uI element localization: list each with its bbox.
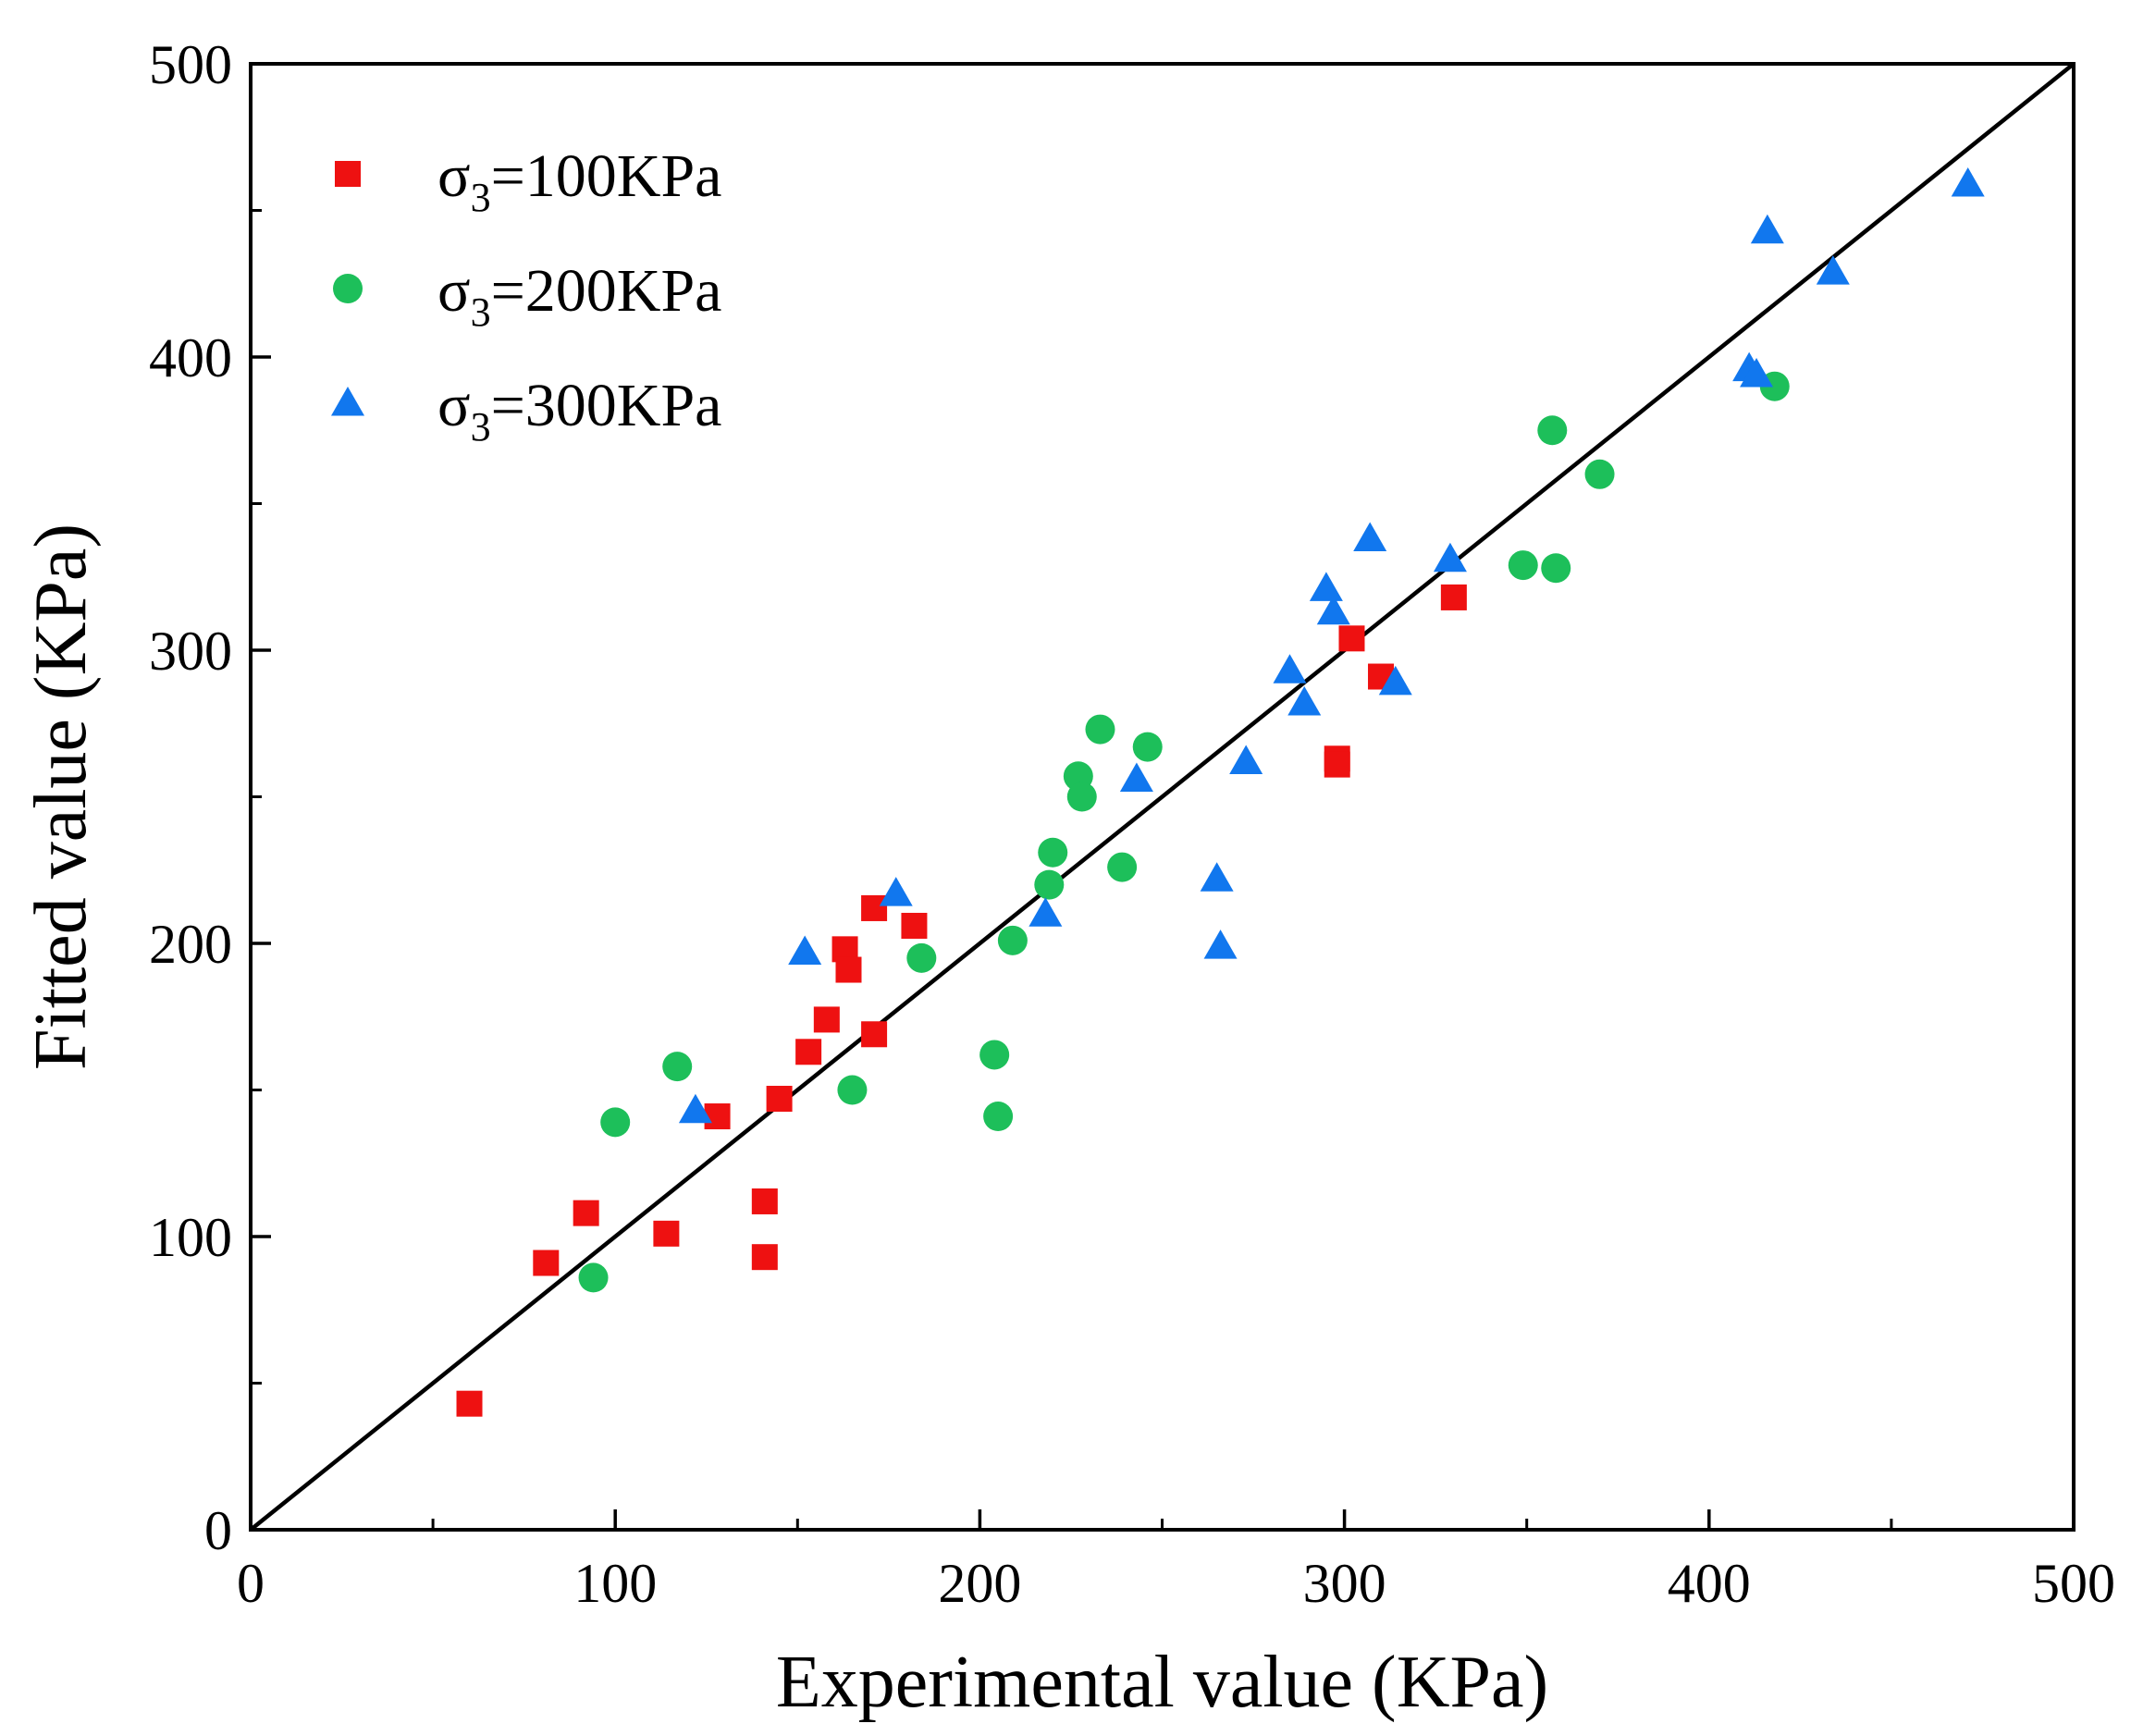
data-point-square xyxy=(861,1021,888,1048)
data-point-circle xyxy=(1034,869,1065,900)
data-point-triangle xyxy=(1433,542,1467,573)
data-point-circle xyxy=(1085,714,1115,745)
data-point-triangle xyxy=(1029,897,1063,927)
data-point-triangle xyxy=(1378,665,1412,696)
data-point-triangle xyxy=(1816,255,1850,285)
x-tick-label: 0 xyxy=(237,1553,265,1614)
x-tick-label: 100 xyxy=(573,1553,657,1614)
legend-label-rest: =300KPa xyxy=(491,372,722,439)
data-point-square xyxy=(795,1039,822,1065)
legend-label-rest: =100KPa xyxy=(491,142,722,210)
data-point-circle xyxy=(600,1107,631,1138)
data-point-circle xyxy=(1541,553,1571,584)
data-point-triangle xyxy=(1951,166,1985,197)
data-point-square xyxy=(704,1103,731,1130)
marks-layer xyxy=(456,166,1985,1417)
data-point-triangle xyxy=(788,935,822,966)
y-axis-label: Fitted value (KPa) xyxy=(20,523,102,1070)
data-point-circle xyxy=(1066,782,1097,812)
data-point-triangle xyxy=(879,877,913,906)
data-point-square xyxy=(1440,584,1467,610)
data-point-circle xyxy=(979,1040,1010,1070)
legend-label-rest: =200KPa xyxy=(491,257,722,325)
legend-entry: σ3=200KPa xyxy=(333,257,721,335)
data-point-square xyxy=(573,1200,599,1226)
data-point-circle xyxy=(1537,415,1568,446)
data-point-triangle xyxy=(1353,522,1387,552)
data-point-square xyxy=(751,1244,778,1271)
data-point-triangle xyxy=(1200,862,1234,892)
data-point-circle xyxy=(983,1102,1014,1132)
data-point-triangle xyxy=(1119,762,1153,792)
plot-layer xyxy=(249,62,2076,1532)
legend-label: σ3=300KPa xyxy=(437,372,721,449)
y-tick-label: 400 xyxy=(149,327,232,388)
data-point-circle xyxy=(1584,459,1615,489)
data-point-triangle xyxy=(1750,214,1784,244)
data-point-square xyxy=(653,1220,680,1247)
legend-marker-square xyxy=(335,161,361,187)
data-point-square xyxy=(751,1188,778,1214)
data-point-circle xyxy=(1132,732,1163,762)
data-point-circle xyxy=(1508,550,1538,581)
data-point-triangle xyxy=(1316,595,1350,625)
data-point-triangle xyxy=(1229,745,1263,774)
data-point-square xyxy=(813,1006,840,1033)
data-point-triangle xyxy=(1273,654,1307,683)
legend-label: σ3=200KPa xyxy=(437,257,721,335)
data-point-circle xyxy=(906,942,937,973)
legend-label-base: σ xyxy=(437,142,471,210)
data-point-circle xyxy=(662,1052,693,1082)
legend-label-base: σ xyxy=(437,257,471,325)
legend-entry: σ3=300KPa xyxy=(331,372,721,449)
data-point-circle xyxy=(997,925,1028,955)
legend-label-base: σ xyxy=(437,372,471,439)
data-point-triangle xyxy=(1203,930,1238,959)
data-point-square xyxy=(456,1390,483,1417)
x-tick-label: 300 xyxy=(1303,1553,1386,1614)
data-point-circle xyxy=(578,1262,609,1293)
y-tick-label: 500 xyxy=(149,34,232,95)
data-point-square xyxy=(861,894,888,921)
legend-label-subscript: 3 xyxy=(471,404,491,449)
x-tick-label: 200 xyxy=(938,1553,1021,1614)
legend-label-subscript: 3 xyxy=(471,289,491,335)
data-point-square xyxy=(835,956,862,983)
data-point-square xyxy=(533,1250,560,1276)
data-point-square xyxy=(766,1086,793,1113)
data-point-square xyxy=(1338,625,1365,652)
data-point-triangle xyxy=(1740,358,1774,388)
legend-label-subscript: 3 xyxy=(471,175,491,220)
data-point-triangle xyxy=(1309,572,1343,601)
data-point-circle xyxy=(837,1075,868,1105)
legend-marker-circle xyxy=(333,274,363,303)
y-tick-label: 0 xyxy=(204,1500,232,1561)
data-point-square xyxy=(1324,751,1350,778)
x-tick-label: 500 xyxy=(2032,1553,2115,1614)
x-axis-label: Experimental value (KPa) xyxy=(776,1642,1548,1723)
axes-layer: 00 100 100 200 200 300 300 400 400 500 500 xyxy=(149,34,2115,1614)
data-point-triangle xyxy=(1287,686,1322,716)
legend-marker-triangle xyxy=(331,387,364,416)
y-tick-label: 100 xyxy=(149,1207,232,1268)
x-tick-label: 400 xyxy=(1668,1553,1751,1614)
data-point-square xyxy=(901,912,928,939)
data-point-triangle xyxy=(678,1093,712,1124)
y-tick-label: 300 xyxy=(149,621,232,682)
legend-label: σ3=100KPa xyxy=(437,142,721,220)
reference-line xyxy=(249,62,2076,1532)
data-point-circle xyxy=(1107,852,1138,882)
y-tick-label: 200 xyxy=(149,914,232,975)
legend-entry: σ3=100KPa xyxy=(335,142,721,220)
data-point-circle xyxy=(1038,837,1068,868)
